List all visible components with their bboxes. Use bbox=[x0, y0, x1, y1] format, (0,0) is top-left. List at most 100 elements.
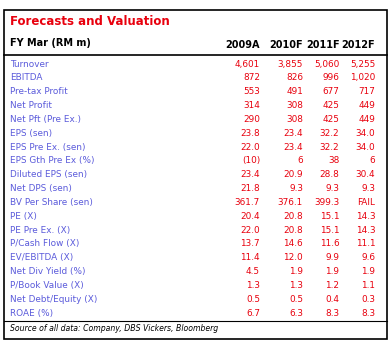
Text: 30.4: 30.4 bbox=[356, 170, 375, 179]
Text: 9.9: 9.9 bbox=[325, 253, 339, 262]
Text: 32.2: 32.2 bbox=[320, 143, 339, 152]
Text: 9.3: 9.3 bbox=[289, 184, 303, 193]
Text: 677: 677 bbox=[323, 87, 339, 96]
Text: 2011F: 2011F bbox=[306, 40, 339, 50]
Text: 20.4: 20.4 bbox=[240, 212, 260, 221]
Text: 2010F: 2010F bbox=[269, 40, 303, 50]
Text: 0.5: 0.5 bbox=[289, 295, 303, 304]
Text: 9.3: 9.3 bbox=[325, 184, 339, 193]
Text: 1.9: 1.9 bbox=[361, 267, 375, 276]
Text: 11.4: 11.4 bbox=[240, 253, 260, 262]
Text: 14.3: 14.3 bbox=[356, 226, 375, 235]
Text: 13.7: 13.7 bbox=[240, 239, 260, 248]
Text: 425: 425 bbox=[323, 101, 339, 110]
Text: PE Pre Ex. (X): PE Pre Ex. (X) bbox=[10, 226, 70, 235]
Text: 399.3: 399.3 bbox=[314, 198, 339, 207]
Text: 1.3: 1.3 bbox=[246, 281, 260, 290]
Text: Diluted EPS (sen): Diluted EPS (sen) bbox=[10, 170, 87, 179]
Text: 314: 314 bbox=[243, 101, 260, 110]
Text: 361.7: 361.7 bbox=[235, 198, 260, 207]
Text: 22.0: 22.0 bbox=[240, 143, 260, 152]
Text: 0.4: 0.4 bbox=[325, 295, 339, 304]
Text: EPS Pre Ex. (sen): EPS Pre Ex. (sen) bbox=[10, 143, 85, 152]
Text: BV Per Share (sen): BV Per Share (sen) bbox=[10, 198, 93, 207]
Text: 23.4: 23.4 bbox=[283, 129, 303, 138]
Text: EPS (sen): EPS (sen) bbox=[10, 129, 52, 138]
Text: 4.5: 4.5 bbox=[246, 267, 260, 276]
Text: (10): (10) bbox=[242, 156, 260, 165]
Text: P/Book Value (X): P/Book Value (X) bbox=[10, 281, 84, 290]
Text: 1,020: 1,020 bbox=[350, 73, 375, 82]
Text: 2009A: 2009A bbox=[226, 40, 260, 50]
Text: 32.2: 32.2 bbox=[320, 129, 339, 138]
Text: ROAE (%): ROAE (%) bbox=[10, 309, 53, 318]
Text: 491: 491 bbox=[286, 87, 303, 96]
Text: Source of all data: Company, DBS Vickers, Bloomberg: Source of all data: Company, DBS Vickers… bbox=[10, 324, 218, 333]
Text: 1.9: 1.9 bbox=[289, 267, 303, 276]
Text: 449: 449 bbox=[359, 101, 375, 110]
Text: 449: 449 bbox=[359, 115, 375, 124]
Text: 717: 717 bbox=[359, 87, 375, 96]
Text: 12.0: 12.0 bbox=[283, 253, 303, 262]
Text: 553: 553 bbox=[243, 87, 260, 96]
Text: 872: 872 bbox=[243, 73, 260, 82]
FancyBboxPatch shape bbox=[4, 10, 387, 339]
Text: Forecasts and Valuation: Forecasts and Valuation bbox=[10, 15, 170, 28]
Text: Net Pft (Pre Ex.): Net Pft (Pre Ex.) bbox=[10, 115, 81, 124]
Text: 376.1: 376.1 bbox=[278, 198, 303, 207]
Text: 34.0: 34.0 bbox=[356, 129, 375, 138]
Text: 20.9: 20.9 bbox=[283, 170, 303, 179]
Text: P/Cash Flow (X): P/Cash Flow (X) bbox=[10, 239, 79, 248]
Text: 5,060: 5,060 bbox=[314, 60, 339, 69]
Text: Net Div Yield (%): Net Div Yield (%) bbox=[10, 267, 85, 276]
Text: 21.8: 21.8 bbox=[240, 184, 260, 193]
Text: 826: 826 bbox=[286, 73, 303, 82]
Text: 11.1: 11.1 bbox=[356, 239, 375, 248]
Text: 6.7: 6.7 bbox=[246, 309, 260, 318]
Text: 2012F: 2012F bbox=[342, 40, 375, 50]
Text: 290: 290 bbox=[243, 115, 260, 124]
Text: 1.2: 1.2 bbox=[325, 281, 339, 290]
Text: 20.8: 20.8 bbox=[283, 212, 303, 221]
Text: 996: 996 bbox=[323, 73, 339, 82]
Text: 11.6: 11.6 bbox=[320, 239, 339, 248]
Text: EPS Gth Pre Ex (%): EPS Gth Pre Ex (%) bbox=[10, 156, 94, 165]
Text: 3,855: 3,855 bbox=[278, 60, 303, 69]
Text: 8.3: 8.3 bbox=[361, 309, 375, 318]
Text: 6: 6 bbox=[370, 156, 375, 165]
Text: 1.9: 1.9 bbox=[325, 267, 339, 276]
Text: 4,601: 4,601 bbox=[235, 60, 260, 69]
Text: 1.1: 1.1 bbox=[361, 281, 375, 290]
Text: FAIL: FAIL bbox=[357, 198, 375, 207]
Text: FY Mar (RM m): FY Mar (RM m) bbox=[10, 38, 91, 48]
Text: Pre-tax Profit: Pre-tax Profit bbox=[10, 87, 68, 96]
Text: Net Profit: Net Profit bbox=[10, 101, 52, 110]
Text: Net DPS (sen): Net DPS (sen) bbox=[10, 184, 72, 193]
Text: 15.1: 15.1 bbox=[320, 212, 339, 221]
Text: EBITDA: EBITDA bbox=[10, 73, 42, 82]
Text: 9.3: 9.3 bbox=[361, 184, 375, 193]
Text: Net Debt/Equity (X): Net Debt/Equity (X) bbox=[10, 295, 97, 304]
Text: 20.8: 20.8 bbox=[283, 226, 303, 235]
Text: 8.3: 8.3 bbox=[325, 309, 339, 318]
Text: 1.3: 1.3 bbox=[289, 281, 303, 290]
Text: 9.6: 9.6 bbox=[361, 253, 375, 262]
Text: 22.0: 22.0 bbox=[240, 226, 260, 235]
Text: 14.6: 14.6 bbox=[283, 239, 303, 248]
Text: 34.0: 34.0 bbox=[356, 143, 375, 152]
Text: 28.8: 28.8 bbox=[319, 170, 339, 179]
Text: 23.4: 23.4 bbox=[240, 170, 260, 179]
Text: 6.3: 6.3 bbox=[289, 309, 303, 318]
Text: 38: 38 bbox=[328, 156, 339, 165]
Text: 308: 308 bbox=[286, 101, 303, 110]
Text: 15.1: 15.1 bbox=[320, 226, 339, 235]
Text: 308: 308 bbox=[286, 115, 303, 124]
Text: 23.8: 23.8 bbox=[240, 129, 260, 138]
Text: Turnover: Turnover bbox=[10, 60, 48, 69]
Text: PE (X): PE (X) bbox=[10, 212, 37, 221]
Text: 14.3: 14.3 bbox=[356, 212, 375, 221]
Text: 23.4: 23.4 bbox=[283, 143, 303, 152]
Text: 425: 425 bbox=[323, 115, 339, 124]
Text: EV/EBITDA (X): EV/EBITDA (X) bbox=[10, 253, 73, 262]
Text: 0.3: 0.3 bbox=[361, 295, 375, 304]
